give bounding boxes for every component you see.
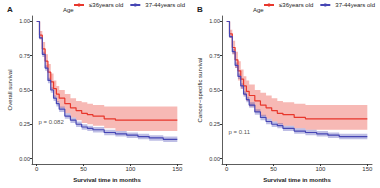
svg-text:150: 150 (362, 166, 373, 172)
svg-text:p = 0.11: p = 0.11 (229, 129, 251, 135)
svg-text:Age: Age (63, 7, 74, 13)
svg-text:37-44years old: 37-44years old (145, 2, 185, 8)
svg-text:0.00: 0.00 (19, 156, 30, 162)
svg-text:0.50: 0.50 (19, 87, 30, 93)
svg-text:Cancer−specific survival: Cancer−specific survival (197, 58, 203, 123)
svg-text:0.00: 0.00 (209, 156, 220, 162)
svg-text:0: 0 (35, 166, 39, 172)
svg-text:≤36years old: ≤36years old (89, 2, 123, 8)
svg-text:Overall survival: Overall survival (7, 69, 13, 110)
svg-text:0.25: 0.25 (209, 121, 220, 127)
svg-text:0.75: 0.75 (19, 53, 30, 59)
svg-text:0.75: 0.75 (209, 53, 220, 59)
svg-text:1.00: 1.00 (19, 18, 30, 24)
svg-text:≤36years old: ≤36years old (279, 2, 313, 8)
svg-text:37-44years old: 37-44years old (335, 2, 375, 8)
svg-text:100: 100 (315, 166, 326, 172)
svg-text:150: 150 (172, 166, 183, 172)
svg-text:Survival time in months: Survival time in months (263, 177, 331, 183)
svg-text:B: B (197, 5, 203, 14)
svg-text:0.25: 0.25 (19, 121, 30, 127)
svg-text:1.00: 1.00 (209, 18, 220, 24)
svg-text:Age: Age (253, 7, 264, 13)
svg-text:50: 50 (80, 166, 87, 172)
svg-text:p = 0.082: p = 0.082 (39, 119, 65, 125)
svg-text:0.50: 0.50 (209, 87, 220, 93)
svg-text:100: 100 (125, 166, 136, 172)
svg-text:50: 50 (270, 166, 277, 172)
svg-text:Survival time in months: Survival time in months (73, 177, 141, 183)
svg-text:A: A (7, 5, 13, 14)
svg-text:0: 0 (225, 166, 229, 172)
